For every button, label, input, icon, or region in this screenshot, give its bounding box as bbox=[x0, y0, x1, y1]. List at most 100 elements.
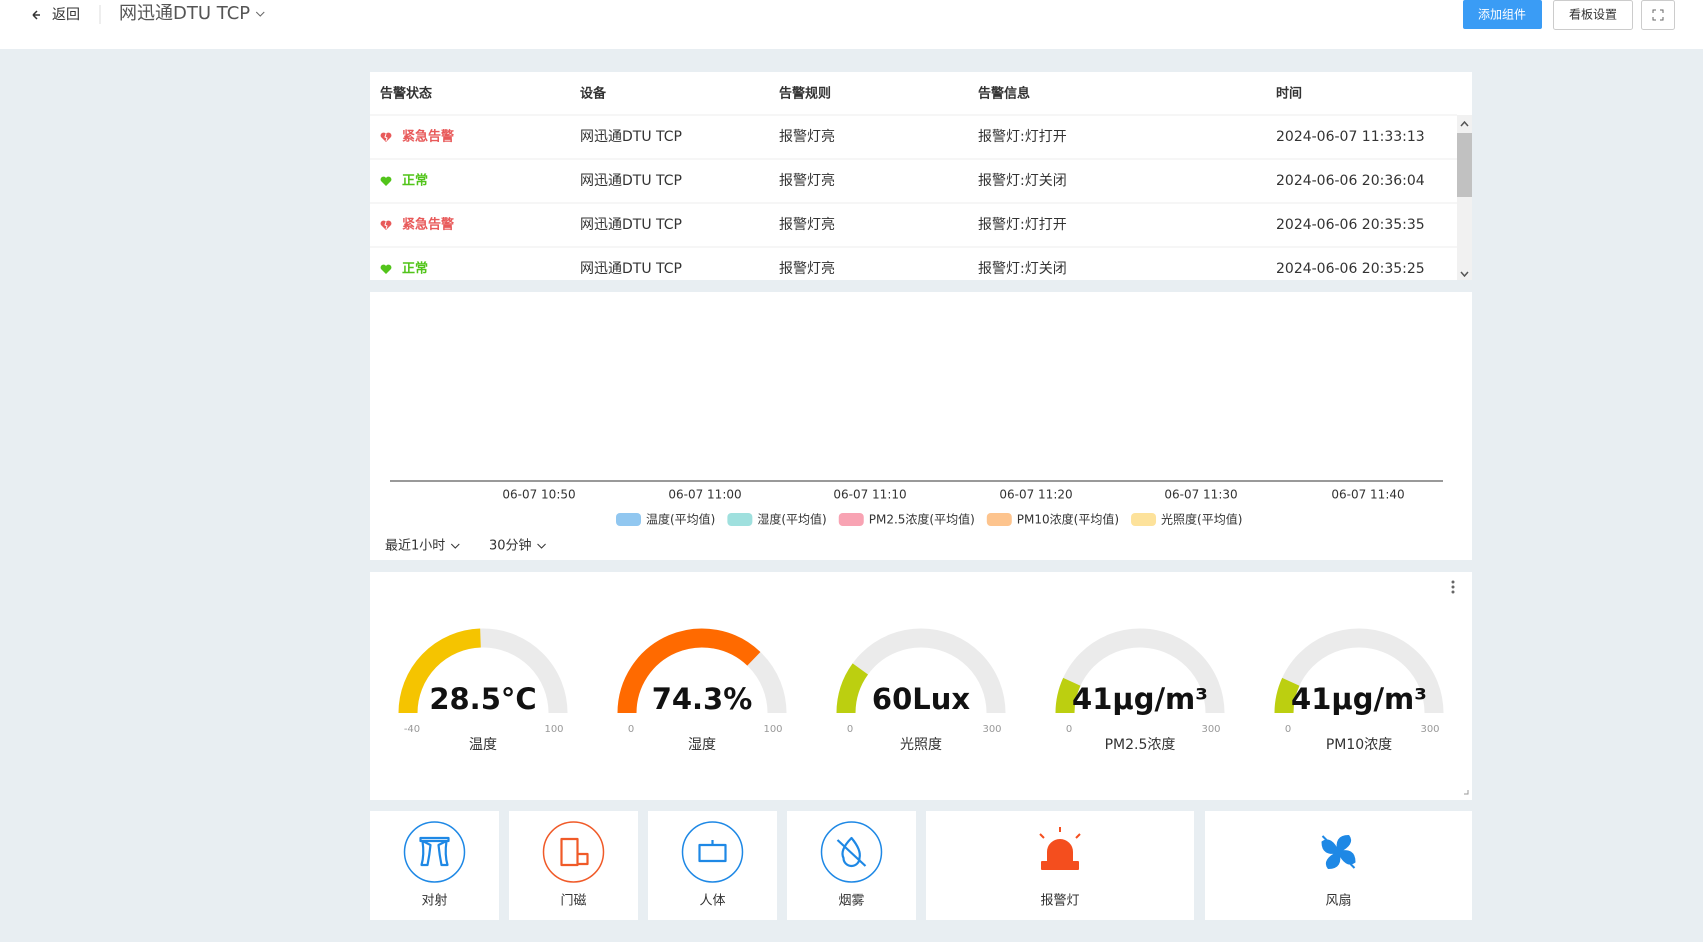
gauge-value: 41μg/m³ bbox=[1291, 682, 1427, 716]
column-header: 告警状态 bbox=[380, 86, 432, 102]
selector-caret[interactable] bbox=[537, 543, 546, 549]
gauge-min: 0 bbox=[1066, 724, 1072, 735]
gauge-max: 100 bbox=[544, 724, 563, 735]
add-widget-button[interactable] bbox=[1463, 0, 1542, 29]
legend-swatch bbox=[616, 513, 641, 526]
gauge-arc bbox=[1055, 677, 1081, 714]
gauge-value: 74.3% bbox=[652, 682, 753, 716]
gauge-arc bbox=[398, 628, 482, 714]
legend-label: PM10浓度(平均值) bbox=[1017, 512, 1119, 527]
gauge-max: 100 bbox=[763, 724, 782, 735]
device-label: 门磁 bbox=[560, 894, 586, 909]
cell-device: 网迅通DTU TCP bbox=[580, 217, 682, 233]
device-label: 对射 bbox=[421, 893, 447, 909]
selector-caret[interactable] bbox=[450, 543, 460, 549]
gauge-label: PM10浓度 bbox=[1326, 737, 1392, 753]
gauge-max: 300 bbox=[982, 724, 1001, 735]
device-label: 风扇 bbox=[1325, 893, 1351, 909]
device-icon bbox=[419, 836, 450, 867]
gauge-max: 300 bbox=[1420, 724, 1439, 735]
gauge-value: 60Lux bbox=[872, 682, 970, 716]
selector[interactable]: 最近1小时 bbox=[385, 539, 445, 554]
cell-status: 紧急告警 bbox=[402, 129, 454, 145]
board-settings-button[interactable] bbox=[1553, 0, 1633, 30]
device-tile[interactable] bbox=[648, 811, 777, 920]
legend-label: 湿度(平均值) bbox=[757, 512, 826, 527]
device-icon bbox=[1039, 827, 1081, 870]
crack bbox=[384, 133, 388, 142]
selector[interactable]: 30分钟 bbox=[489, 538, 532, 554]
alarm-panel bbox=[370, 72, 1472, 280]
gauge-value: 41μg/m³ bbox=[1072, 682, 1208, 716]
scrollbar-thumb[interactable] bbox=[1457, 133, 1472, 197]
gauge-max: 300 bbox=[1201, 724, 1220, 735]
device-label: 人体 bbox=[699, 894, 725, 909]
gauge-min: 0 bbox=[847, 724, 853, 735]
cell-time: 2024-06-06 20:35:35 bbox=[1276, 217, 1425, 233]
fullscreen-button[interactable] bbox=[1641, 0, 1675, 30]
legend-swatch bbox=[727, 513, 753, 526]
gauge-label: PM2.5浓度 bbox=[1105, 737, 1176, 753]
gauge-value: 28.5°C bbox=[429, 682, 536, 716]
title-caret[interactable] bbox=[255, 11, 265, 17]
add-widget-label[interactable]: 添加组件 bbox=[1478, 8, 1526, 22]
resize-handle[interactable] bbox=[1464, 790, 1469, 795]
gauge-label: 光照度 bbox=[900, 737, 942, 753]
cell-device: 网迅通DTU TCP bbox=[580, 129, 682, 145]
gauge-arc bbox=[1274, 677, 1300, 714]
gauge-label: 湿度 bbox=[688, 737, 716, 753]
back-link[interactable]: 返回 bbox=[52, 7, 80, 23]
cell-info: 报警灯:灯打开 bbox=[978, 216, 1067, 233]
gauge-min: -40 bbox=[404, 724, 420, 735]
column-header: 设备 bbox=[580, 86, 607, 102]
status-icon bbox=[380, 264, 392, 274]
gauge-track bbox=[1274, 628, 1444, 714]
cell-rule: 报警灯亮 bbox=[779, 260, 835, 277]
device-icon bbox=[560, 837, 589, 867]
device-icon-ring bbox=[403, 821, 466, 883]
crack bbox=[384, 221, 388, 230]
device-icon-ring bbox=[681, 821, 744, 883]
board-settings-label[interactable]: 看板设置 bbox=[1569, 8, 1617, 22]
device-tile[interactable] bbox=[370, 811, 499, 920]
device-tile[interactable] bbox=[1205, 811, 1472, 920]
x-tick-label: 06-07 11:40 bbox=[1331, 488, 1404, 502]
legend-label: 光照度(平均值) bbox=[1161, 512, 1242, 527]
cell-status: 紧急告警 bbox=[402, 217, 454, 233]
gauge-min: 0 bbox=[628, 724, 634, 735]
cell-device: 网迅通DTU TCP bbox=[580, 261, 682, 277]
column-header: 告警规则 bbox=[779, 86, 831, 102]
device-icon bbox=[1321, 835, 1356, 869]
cell-device: 网迅通DTU TCP bbox=[580, 173, 682, 189]
column-header: 告警信息 bbox=[978, 86, 1030, 102]
column-header: 时间 bbox=[1276, 86, 1302, 102]
x-tick-label: 06-07 10:50 bbox=[502, 488, 575, 502]
page-title[interactable]: 网迅通DTU TCP bbox=[119, 3, 250, 24]
more-menu[interactable] bbox=[1451, 580, 1455, 594]
legend-label: PM2.5浓度(平均值) bbox=[869, 512, 975, 527]
legend-swatch bbox=[1131, 513, 1157, 526]
legend-swatch bbox=[986, 513, 1012, 526]
device-icon-ring bbox=[542, 821, 605, 883]
back-icon[interactable] bbox=[32, 10, 40, 20]
cell-info: 报警灯:灯关闭 bbox=[978, 261, 1067, 277]
fullscreen-icon[interactable] bbox=[1652, 9, 1664, 21]
device-label: 报警灯 bbox=[1040, 893, 1079, 909]
scroll-arrows[interactable] bbox=[1460, 120, 1469, 278]
cell-time: 2024-06-06 20:36:04 bbox=[1276, 173, 1425, 189]
device-icon bbox=[698, 840, 727, 863]
cell-info: 报警灯:灯打开 bbox=[978, 128, 1067, 145]
cell-status: 正常 bbox=[402, 261, 428, 277]
device-icon bbox=[836, 836, 867, 868]
cell-rule: 报警灯亮 bbox=[779, 216, 835, 233]
cell-info: 报警灯:灯关闭 bbox=[978, 173, 1067, 189]
header-bar bbox=[0, 0, 1703, 49]
cell-status: 正常 bbox=[402, 173, 428, 189]
x-tick-label: 06-07 11:10 bbox=[833, 488, 906, 502]
gauge-arc bbox=[836, 663, 869, 714]
cell-rule: 报警灯亮 bbox=[779, 128, 835, 145]
gauge-track bbox=[1055, 628, 1225, 714]
device-icon-ring bbox=[820, 821, 883, 883]
